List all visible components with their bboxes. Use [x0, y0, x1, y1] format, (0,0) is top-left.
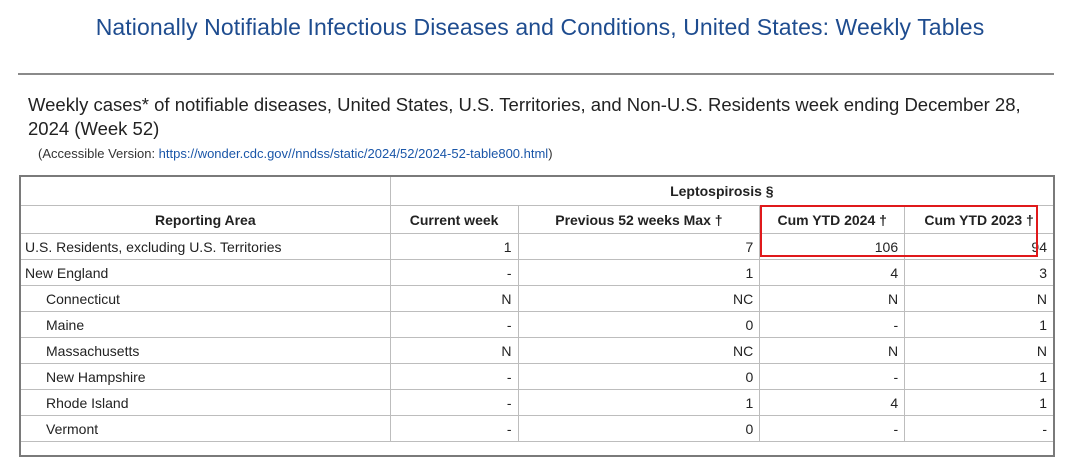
cell-previous-52-weeks-max: 7 — [517, 233, 761, 260]
cell-reporting-area: New Hampshire — [20, 363, 391, 390]
cell-cum-ytd-2024: 4 — [759, 259, 906, 286]
cell-current-week: N — [389, 285, 519, 312]
accessible-suffix: ) — [548, 146, 553, 161]
cell-previous-52-weeks-max: 0 — [517, 363, 761, 390]
cell-cum-ytd-2023: 1 — [904, 363, 1054, 390]
cell-cum-ytd-2023: N — [904, 337, 1054, 364]
cell-previous-52-weeks-max: 1 — [517, 259, 761, 286]
cell-cum-ytd-2024: 106 — [759, 233, 906, 260]
cell-current-week: - — [389, 363, 519, 390]
cell-previous-52-weeks-max: 1 — [517, 389, 761, 416]
cell-cum-ytd-2024: N — [759, 337, 906, 364]
cell-reporting-area: Maine — [20, 311, 391, 338]
cell-current-week: N — [389, 337, 519, 364]
table-group-header-row: Leptospirosis § — [20, 176, 1055, 206]
cell-cum-ytd-2024: 4 — [759, 389, 906, 416]
column-header-previous-52-weeks-max: Previous 52 weeks Max † — [517, 205, 761, 234]
cell-reporting-area: U.S. Residents, excluding U.S. Territori… — [20, 233, 391, 260]
cell-reporting-area: Massachusetts — [20, 337, 391, 364]
table-row: Rhode Island -1 4 1 — [20, 389, 1054, 416]
cell-cum-ytd-2024: - — [759, 415, 906, 442]
cell-cum-ytd-2024: - — [759, 311, 906, 338]
cell-cum-ytd-2023: N — [904, 285, 1054, 312]
table-row: U.S. Residents, excluding U.S. Territori… — [20, 233, 1054, 260]
table-row: Massachusetts N NC N N — [20, 337, 1054, 364]
disease-group-header: Leptospirosis § — [389, 176, 1055, 206]
title-divider — [18, 73, 1054, 75]
cell-cum-ytd-2024: N — [759, 285, 906, 312]
table-row: New England -1 4 3 — [20, 259, 1054, 286]
cell-previous-52-weeks-max: 0 — [517, 311, 761, 338]
column-header-cum-ytd-2023: Cum YTD 2023 † — [904, 205, 1054, 234]
cell-previous-52-weeks-max: 0 — [517, 415, 761, 442]
table-row: Vermont -0- - — [20, 415, 1054, 442]
table-row: Connecticut N NC N N — [20, 285, 1054, 312]
cell-previous-52-weeks-max: NC — [517, 337, 761, 364]
table-caption: Weekly cases* of notifiable diseases, Un… — [28, 94, 1021, 139]
cell-cum-ytd-2023: 3 — [904, 259, 1054, 286]
table-column-header-row: Reporting Area Current week Previous 52 … — [20, 205, 1054, 234]
column-header-current-week: Current week — [389, 205, 519, 234]
cell-cum-ytd-2023: 1 — [904, 311, 1054, 338]
cell-cum-ytd-2024: - — [759, 363, 906, 390]
cell-current-week: - — [389, 311, 519, 338]
empty-header-cell — [20, 176, 391, 206]
table-body: U.S. Residents, excluding U.S. Territori… — [20, 233, 1054, 442]
page-title: Nationally Notifiable Infectious Disease… — [95, 14, 985, 40]
cell-current-week: 1 — [389, 233, 519, 260]
cell-reporting-area: Rhode Island — [20, 389, 391, 416]
cell-current-week: - — [389, 389, 519, 416]
table-row: Maine -0-1 — [20, 311, 1054, 338]
cell-cum-ytd-2023: 94 — [904, 233, 1054, 260]
cell-cum-ytd-2023: 1 — [904, 389, 1054, 416]
accessible-prefix: (Accessible Version: — [38, 146, 159, 161]
cell-current-week: - — [389, 259, 519, 286]
accessible-version-link[interactable]: https://wonder.cdc.gov//nndss/static/202… — [158, 146, 549, 161]
column-header-reporting-area: Reporting Area — [20, 205, 391, 234]
cell-reporting-area: Vermont — [20, 415, 391, 442]
cell-current-week: - — [389, 415, 519, 442]
cell-reporting-area: Connecticut — [20, 285, 391, 312]
cell-reporting-area: New England — [20, 259, 391, 286]
accessible-version-note: (Accessible Version: https://wonder.cdc.… — [38, 146, 553, 161]
column-header-cum-ytd-2024: Cum YTD 2024 † — [759, 205, 906, 234]
cell-previous-52-weeks-max: NC — [517, 285, 761, 312]
cell-cum-ytd-2023: - — [904, 415, 1054, 442]
table-row: New Hampshire -0-1 — [20, 363, 1054, 390]
leptospirosis-table: Leptospirosis § Reporting Area Current w… — [20, 176, 1055, 442]
